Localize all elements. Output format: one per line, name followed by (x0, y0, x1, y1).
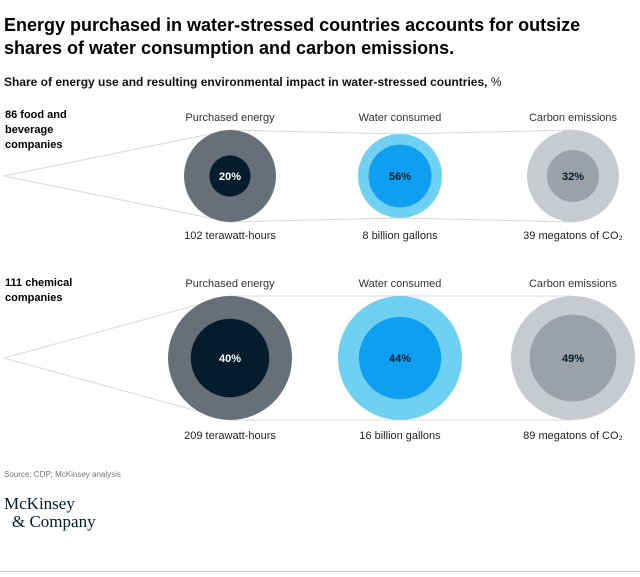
group-label-food-beverage: 86 food and beverage companies (5, 109, 67, 151)
share-label-carbon-emissions-food-beverage: 32% (562, 171, 584, 183)
share-label-water-consumed-food-beverage: 56% (389, 171, 411, 183)
total-label-water-consumed-food-beverage: 8 billion gallons (362, 230, 438, 242)
inner-circle-water-consumed-food-beverage (368, 144, 432, 208)
projection-line-bottom-food-beverage (3, 175, 574, 223)
share-label-carbon-emissions-chemical: 49% (562, 353, 584, 365)
inner-circle-carbon-emissions-chemical (529, 314, 617, 402)
column-label-carbon-emissions-chemical: Carbon emissions (529, 278, 618, 290)
projection-line-top-food-beverage (3, 129, 574, 177)
inner-circle-purchased-energy-food-beverage (209, 155, 251, 197)
logo-line-1: McKinsey (4, 494, 75, 513)
projection-line-bottom-chemical (3, 357, 573, 421)
total-label-purchased-energy-chemical: 209 terawatt-hours (184, 430, 276, 442)
inner-circle-carbon-emissions-food-beverage (546, 149, 600, 203)
inner-circle-purchased-energy-chemical (190, 318, 270, 398)
share-label-purchased-energy-chemical: 40% (219, 353, 241, 365)
column-label-water-consumed-food-beverage: Water consumed (359, 112, 442, 124)
bottom-divider (0, 571, 640, 572)
subtitle-text: Share of energy use and resulting enviro… (4, 75, 488, 89)
proportional-circles-chart: Purchased energy 20% 102 terawatt-hours Wat… (3, 112, 635, 442)
column-label-purchased-energy-food-beverage: Purchased energy (185, 112, 275, 124)
mckinsey-logo: McKinsey & Company (4, 495, 96, 531)
group-label-chemical: 111 chemical companies (5, 277, 73, 304)
chart-title: Energy purchased in water-stressed count… (4, 15, 581, 58)
total-label-water-consumed-chemical: 16 billion gallons (359, 430, 441, 442)
column-label-purchased-energy-chemical: Purchased energy (185, 278, 275, 290)
share-label-water-consumed-chemical: 44% (389, 353, 411, 365)
total-label-carbon-emissions-chemical: 89 megatons of CO₂ (523, 430, 623, 442)
source-note: Source: CDP; McKinsey analysis (4, 470, 121, 479)
share-label-purchased-energy-food-beverage: 20% (219, 171, 241, 183)
column-label-water-consumed-chemical: Water consumed (359, 278, 442, 290)
total-label-purchased-energy-food-beverage: 102 terawatt-hours (184, 230, 276, 242)
chart-subtitle: Share of energy use and resulting enviro… (4, 75, 501, 89)
column-label-carbon-emissions-food-beverage: Carbon emissions (529, 112, 618, 124)
inner-circle-water-consumed-chemical (358, 316, 442, 400)
subtitle-unit: % (490, 75, 502, 89)
projection-line-top-chemical (3, 295, 573, 359)
logo-line-2: & Company (12, 512, 96, 531)
total-label-carbon-emissions-food-beverage: 39 megatons of CO₂ (523, 230, 623, 242)
